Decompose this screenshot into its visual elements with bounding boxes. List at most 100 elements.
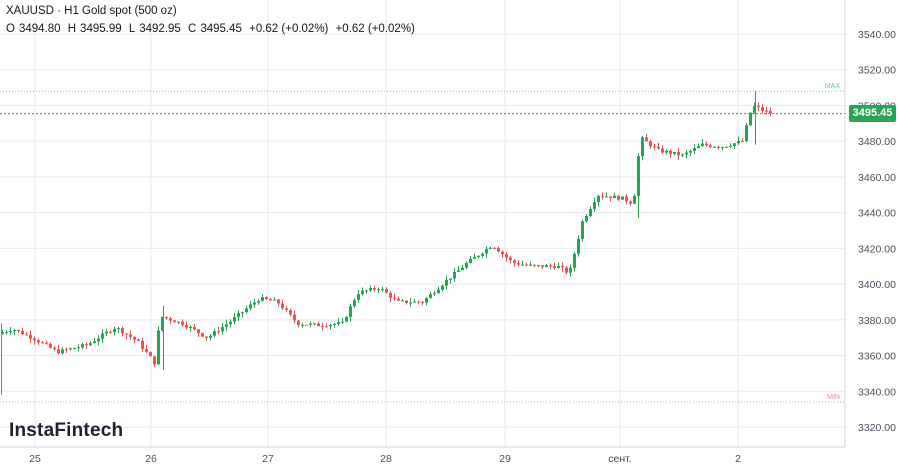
x-tick-label: 28 <box>380 453 392 465</box>
low-label: L <box>128 23 136 35</box>
candle-body <box>745 125 748 142</box>
candle-body <box>589 208 592 217</box>
candle-body <box>105 331 108 334</box>
high-value: 3495.99 <box>80 23 122 35</box>
candle-body <box>205 336 208 338</box>
x-tick-label: 26 <box>145 453 157 465</box>
x-tick-label: 29 <box>499 453 511 465</box>
candle-body <box>685 152 688 155</box>
candle-body <box>49 343 52 348</box>
candle-body <box>549 265 552 267</box>
candle-body <box>441 285 444 290</box>
candle-body <box>141 340 144 349</box>
change-value: +0.62 (+0.02%) <box>249 23 329 35</box>
candle-body <box>65 349 68 351</box>
candle-body <box>577 238 580 254</box>
candle-body <box>393 297 396 299</box>
candle-body <box>289 309 292 315</box>
candle-body <box>505 254 508 258</box>
candle-body <box>173 320 176 323</box>
candle-body <box>477 255 480 257</box>
candle-body <box>169 318 172 321</box>
candle-body <box>117 327 120 329</box>
candle-body <box>473 256 476 259</box>
candle-body <box>209 335 212 338</box>
candle-body <box>297 320 300 326</box>
candle-body <box>189 327 192 329</box>
candle-body <box>185 324 188 328</box>
open-label: O <box>6 23 15 35</box>
instafintech-logo: InstaFintech <box>9 420 124 441</box>
candle-body <box>85 344 88 346</box>
candle-body <box>57 349 60 354</box>
high-label: H <box>67 23 77 35</box>
candle-body <box>269 299 272 301</box>
candle-body <box>397 298 400 301</box>
y-tick-label: 3380.00 <box>858 315 896 327</box>
candle-body <box>313 323 316 325</box>
candle-body <box>177 321 180 323</box>
candle-body <box>765 110 768 112</box>
candle-body <box>321 326 324 328</box>
candle-body <box>557 266 560 269</box>
candle-body <box>713 146 716 148</box>
candle-body <box>497 247 500 252</box>
candle-body <box>193 327 196 330</box>
candle-body <box>489 247 492 249</box>
candle-body <box>285 308 288 310</box>
candle-body <box>677 151 680 156</box>
candle-body <box>613 195 616 199</box>
candle-body <box>93 341 96 344</box>
candle-body <box>197 329 200 334</box>
change-value-2: +0.62 (+0.02%) <box>335 23 415 35</box>
candle-body <box>385 289 388 293</box>
candle-body <box>45 342 48 344</box>
candle-body <box>253 302 256 305</box>
candle-body <box>317 323 320 327</box>
candle-body <box>409 302 412 304</box>
candle-body <box>537 265 540 267</box>
candle-body <box>149 351 152 357</box>
candle-body <box>717 146 720 148</box>
candle-body <box>325 326 328 328</box>
candle-body <box>485 248 488 254</box>
candle-body <box>373 288 376 290</box>
candle-body <box>437 289 440 294</box>
candle-body <box>581 221 584 239</box>
candle-body <box>509 257 512 261</box>
candle-body <box>277 299 280 304</box>
x-tick-label: сент. <box>608 453 631 465</box>
candle-body <box>561 266 564 268</box>
candle-body <box>565 267 568 273</box>
candle-body <box>585 216 588 222</box>
candle-body <box>421 302 424 304</box>
candle-body <box>333 323 336 325</box>
candle-body <box>77 347 80 349</box>
candle-body <box>101 333 104 339</box>
candle-body <box>53 347 56 350</box>
candle-body <box>89 343 92 346</box>
candle-body <box>133 336 136 340</box>
candle-body <box>513 260 516 264</box>
candle-body <box>425 298 428 303</box>
low-value: 3492.95 <box>139 23 181 35</box>
candle-body <box>337 322 340 324</box>
candle-body <box>461 267 464 271</box>
candle-body <box>257 300 260 303</box>
candle-body <box>569 267 572 273</box>
candle-body <box>453 271 456 279</box>
candle-body <box>593 202 596 209</box>
candle-body <box>761 107 764 111</box>
candle-body <box>237 313 240 318</box>
y-tick-label: 3520.00 <box>858 65 896 77</box>
candle-body <box>541 265 544 268</box>
candle-body <box>17 329 20 331</box>
candle-body <box>221 326 224 332</box>
y-tick-label: 3480.00 <box>858 136 896 148</box>
candle-body <box>201 333 204 337</box>
candle-body <box>81 344 84 348</box>
candle-body <box>649 141 652 147</box>
candle-body <box>501 251 504 255</box>
